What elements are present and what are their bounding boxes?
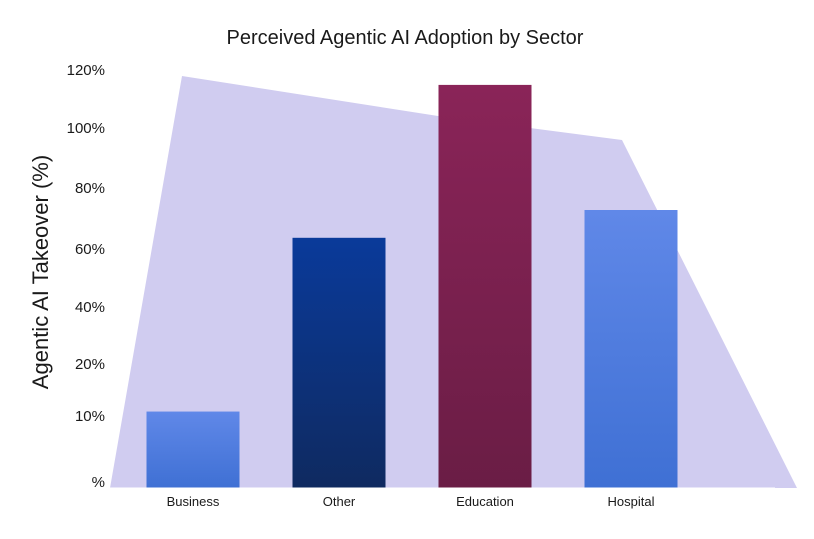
bar-other [292,237,386,488]
x-tick-label: Business [167,494,220,509]
y-tick-label: 20% [75,356,105,373]
y-tick-label: 100% [67,120,105,137]
y-tick-label: 60% [75,241,105,258]
y-axis-ticks: % 10% 20% 40% 60% 80% 100% 120% [67,62,105,491]
x-tick-label: Other [323,494,356,509]
x-tick-label: Hospital [608,494,655,509]
y-axis-label: Agentic AI Takeover (%) [28,155,53,389]
y-tick-label: 120% [67,62,105,79]
y-tick-label: 80% [75,180,105,197]
bar-education [438,84,532,489]
bars-layer [146,84,678,489]
chart-title: Perceived Agentic AI Adoption by Sector [227,27,584,49]
y-tick-label: 10% [75,408,105,425]
x-axis-ticks: Business Other Education Hospital [167,494,655,509]
x-tick-label: Education [456,494,514,509]
bar-business [146,411,240,488]
y-tick-label: % [92,474,105,491]
y-tick-label: 40% [75,299,105,316]
bar-hospital [584,210,678,488]
